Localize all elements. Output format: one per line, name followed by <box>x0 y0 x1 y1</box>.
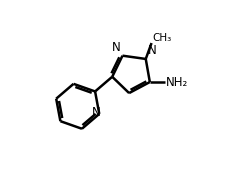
Text: NH₂: NH₂ <box>166 76 188 89</box>
Text: CH₃: CH₃ <box>152 33 172 42</box>
Text: N: N <box>112 41 121 54</box>
Text: N: N <box>92 106 101 119</box>
Text: N: N <box>148 44 157 57</box>
